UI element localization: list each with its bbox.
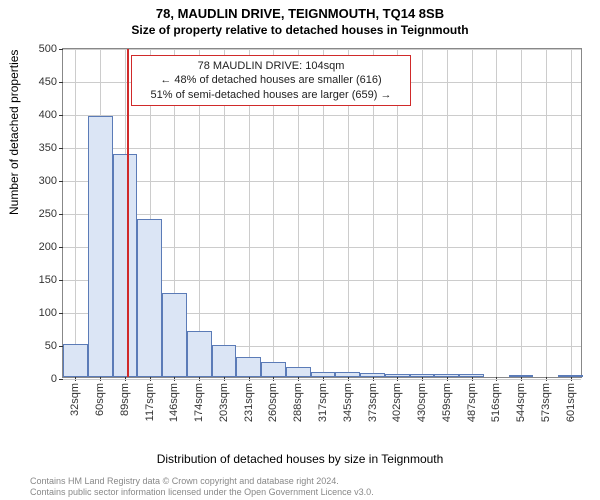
xtick-label: 487sqm <box>466 383 478 422</box>
ytick-label: 500 <box>39 43 57 55</box>
xtick-label: 573sqm <box>540 383 552 422</box>
gridline-h <box>63 181 581 182</box>
histogram-bar <box>459 374 484 377</box>
x-axis-label: Distribution of detached houses by size … <box>0 452 600 466</box>
gridline-v <box>521 49 522 377</box>
xtick-label: 117sqm <box>144 383 156 421</box>
gridline-v <box>447 49 448 377</box>
plot-area-wrap: 78 MAUDLIN DRIVE: 104sqm ← 48% of detach… <box>62 48 582 410</box>
ytick-label: 250 <box>39 208 57 220</box>
plot-area: 78 MAUDLIN DRIVE: 104sqm ← 48% of detach… <box>62 48 582 378</box>
callout-box: 78 MAUDLIN DRIVE: 104sqm ← 48% of detach… <box>131 55 411 106</box>
xtick-label: 402sqm <box>391 383 403 422</box>
xtick-label: 459sqm <box>441 383 453 422</box>
ytick-label: 400 <box>39 109 57 121</box>
ytick-label: 0 <box>51 373 57 385</box>
xtick-label: 288sqm <box>292 383 304 422</box>
histogram-bar <box>137 219 162 377</box>
histogram-bar <box>434 374 459 377</box>
histogram-bar <box>385 374 410 377</box>
gridline-v <box>546 49 547 377</box>
gridline-h <box>63 115 581 116</box>
ytick-label: 200 <box>39 241 57 253</box>
xtick-label: 146sqm <box>168 383 180 422</box>
gridline-h <box>63 148 581 149</box>
histogram-bar <box>410 374 435 377</box>
gridline-v <box>472 49 473 377</box>
xtick-label: 60sqm <box>94 383 106 416</box>
gridline-h <box>63 49 581 50</box>
gridline-h <box>63 214 581 215</box>
histogram-bar <box>88 116 113 377</box>
ytick-label: 350 <box>39 142 57 154</box>
chart-container: 78, MAUDLIN DRIVE, TEIGNMOUTH, TQ14 8SB … <box>0 0 600 500</box>
gridline-v <box>571 49 572 377</box>
ytick-label: 300 <box>39 175 57 187</box>
reference-line <box>127 49 129 377</box>
callout-line-3: 51% of semi-detached houses are larger (… <box>138 88 404 102</box>
callout-line-2: ← 48% of detached houses are smaller (61… <box>138 73 404 87</box>
xtick-label: 89sqm <box>119 383 131 416</box>
histogram-bar <box>558 375 583 377</box>
xtick-label: 373sqm <box>367 383 379 422</box>
histogram-bar <box>187 331 212 377</box>
histogram-bar <box>63 344 88 377</box>
xtick-label: 544sqm <box>515 383 527 422</box>
gridline-h <box>63 379 581 380</box>
xtick-label: 260sqm <box>267 383 279 422</box>
xtick-label: 430sqm <box>416 383 428 422</box>
xtick-label: 203sqm <box>218 383 230 422</box>
gridline-v <box>422 49 423 377</box>
ytick-label: 450 <box>39 76 57 88</box>
callout-line-1: 78 MAUDLIN DRIVE: 104sqm <box>138 59 404 73</box>
xtick-label: 231sqm <box>243 383 255 422</box>
chart-title: 78, MAUDLIN DRIVE, TEIGNMOUTH, TQ14 8SB <box>0 0 600 21</box>
histogram-bar <box>212 345 237 377</box>
gridline-v <box>75 49 76 377</box>
histogram-bar <box>162 293 187 377</box>
ytick-label: 100 <box>39 307 57 319</box>
footer-line-2: Contains public sector information licen… <box>30 487 374 498</box>
histogram-bar <box>311 372 336 377</box>
footer-attribution: Contains HM Land Registry data © Crown c… <box>30 476 374 498</box>
histogram-bar <box>261 362 286 377</box>
histogram-bar <box>113 154 138 377</box>
xtick-label: 516sqm <box>490 383 502 422</box>
gridline-v <box>496 49 497 377</box>
ytick-label: 150 <box>39 274 57 286</box>
xtick-label: 174sqm <box>193 383 205 422</box>
chart-subtitle: Size of property relative to detached ho… <box>0 21 600 37</box>
xtick-label: 345sqm <box>342 383 354 422</box>
histogram-bar <box>360 373 385 377</box>
y-axis-label: Number of detached properties <box>7 50 21 215</box>
histogram-bar <box>335 372 360 377</box>
xtick-label: 317sqm <box>317 383 329 422</box>
histogram-bar <box>286 367 311 377</box>
histogram-bar <box>236 357 261 377</box>
xtick-label: 32sqm <box>69 383 81 416</box>
xtick-label: 601sqm <box>565 383 577 422</box>
footer-line-1: Contains HM Land Registry data © Crown c… <box>30 476 374 487</box>
ytick-label: 50 <box>45 340 57 352</box>
histogram-bar <box>509 375 534 377</box>
